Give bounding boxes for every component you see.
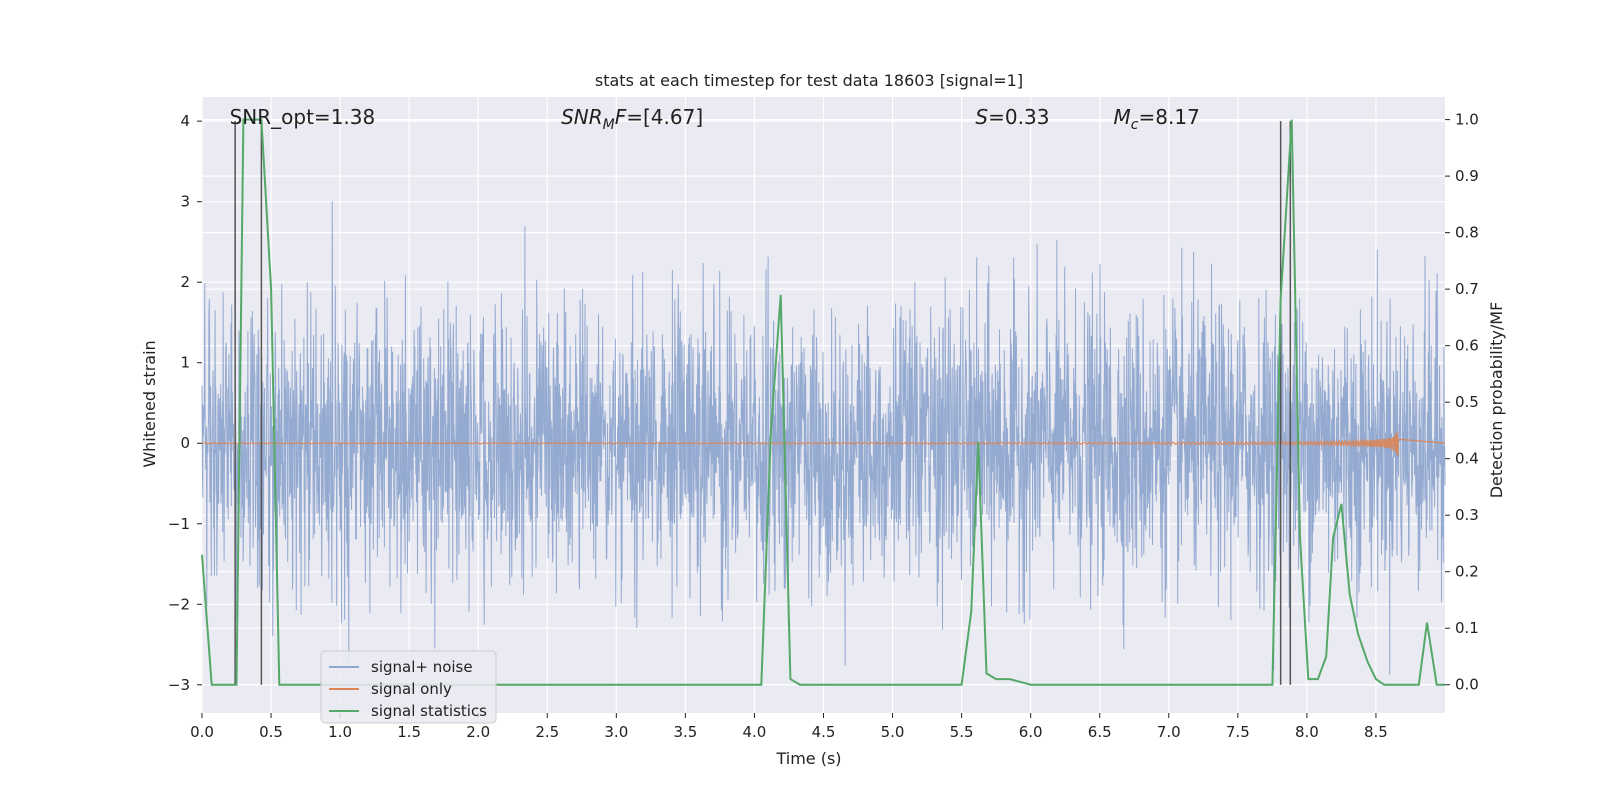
- x-tick-label: 2.0: [466, 723, 490, 741]
- x-tick-label: 3.5: [673, 723, 697, 741]
- legend-box: [320, 650, 497, 724]
- x-tick-label: 6.0: [1019, 723, 1043, 741]
- x-tick-label: 7.0: [1157, 723, 1181, 741]
- legend-label: signal only: [371, 680, 452, 698]
- x-tick-label: 1.0: [328, 723, 352, 741]
- signal-statistics-line: [201, 118, 1445, 686]
- stat-annotation: S=0.33: [975, 105, 1049, 129]
- right-y-tick-label: 0.4: [1455, 450, 1479, 468]
- right-y-tick-label: 0.7: [1455, 280, 1479, 298]
- annotations: SNR_opt=1.38 SNRMF=[4.67] S=0.33 Mc=8.17: [230, 105, 1200, 133]
- signal-only-line: [201, 431, 1446, 457]
- y-axis-ticks: −3 −2 −1 0 1 2 3 4: [168, 112, 202, 694]
- series-signal-statistics: [201, 118, 1445, 686]
- x-tick-label: 5.0: [881, 723, 905, 741]
- x-axis-ticks: 0.0 0.5 1.0 1.5 2.0 2.5 3.0 3.5 4.0 4.5 5.0 5.5 6.0 6…: [190, 713, 1388, 741]
- chart-title: stats at each timestep for test data 186…: [595, 71, 1023, 90]
- right-y-tick-label: 0.8: [1455, 224, 1479, 242]
- right-y-tick-label: 0.3: [1455, 506, 1479, 524]
- legend-label: signal+ noise: [371, 658, 473, 676]
- right-y-tick-label: 1.0: [1455, 111, 1479, 129]
- x-tick-label: 0.0: [190, 723, 214, 741]
- right-y-tick-label: 0.2: [1455, 563, 1479, 581]
- right-y-tick-label: 0.9: [1455, 167, 1479, 185]
- y-tick-label: −3: [168, 676, 190, 694]
- series-signal-plus-noise: [201, 201, 1446, 675]
- legend: signal+ noise signal only signal statistic…: [320, 650, 497, 724]
- x-tick-label: 8.0: [1295, 723, 1319, 741]
- right-y-tick-label: 0.6: [1455, 337, 1479, 355]
- x-tick-label: 4.0: [743, 723, 767, 741]
- signal-plus-noise-line: [201, 201, 1446, 675]
- right-y-tick-label: 0.5: [1455, 393, 1479, 411]
- right-y-axis-ticks: 0.0 0.1 0.2 0.3 0.4 0.5 0.6 0.7 0.8 0.9 1.0: [1445, 111, 1479, 694]
- y-tick-label: 4: [180, 112, 190, 130]
- y-tick-label: 0: [180, 434, 190, 452]
- x-tick-label: 6.5: [1088, 723, 1112, 741]
- right-y-tick-label: 0.1: [1455, 619, 1479, 637]
- y-tick-label: −1: [168, 515, 190, 533]
- y-tick-label: 3: [180, 193, 190, 211]
- x-tick-label: 7.5: [1226, 723, 1250, 741]
- x-tick-label: 8.5: [1364, 723, 1388, 741]
- x-axis-label: Time (s): [775, 749, 841, 768]
- y-tick-label: −2: [168, 595, 190, 613]
- stat-annotation: SNR_opt=1.38: [230, 105, 376, 129]
- right-y-tick-label: 0.0: [1455, 676, 1479, 694]
- x-tick-label: 4.5: [812, 723, 836, 741]
- series-signal-only: [201, 431, 1446, 457]
- x-tick-label: 3.0: [604, 723, 628, 741]
- y-tick-label: 1: [180, 354, 190, 372]
- stat-annotation: Mc=8.17: [1114, 105, 1200, 133]
- detection-markers: [234, 121, 1292, 685]
- x-tick-label: 5.5: [950, 723, 974, 741]
- x-tick-label: 2.5: [535, 723, 559, 741]
- x-tick-label: 0.5: [259, 723, 283, 741]
- right-y-axis-label: Detection probability/MF: [1487, 302, 1506, 499]
- x-tick-label: 1.5: [397, 723, 421, 741]
- y-axis-label: Whitened strain: [140, 340, 159, 467]
- legend-label: signal statistics: [371, 702, 487, 720]
- stat-annotation: SNRMF=[4.67]: [561, 105, 703, 133]
- y-tick-label: 2: [180, 273, 190, 291]
